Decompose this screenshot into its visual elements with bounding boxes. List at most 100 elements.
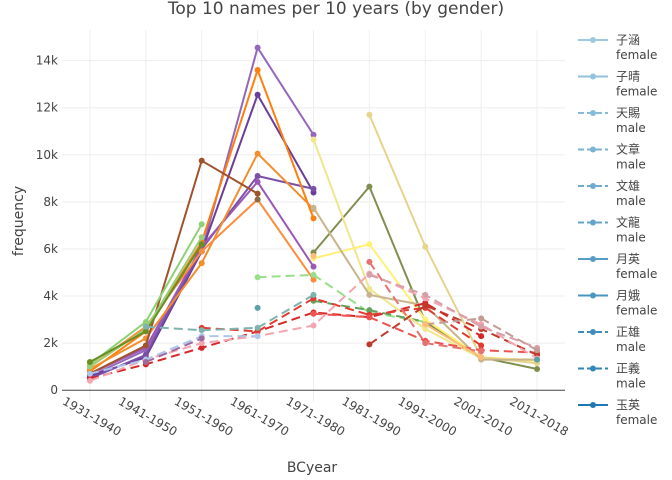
legend-group: female — [616, 413, 657, 427]
data-point — [310, 215, 317, 222]
legend-name: 月英 — [616, 252, 640, 266]
data-point — [310, 271, 317, 278]
data-point — [198, 344, 205, 351]
data-point — [310, 204, 317, 211]
x-tick-label: 1991-2000 — [395, 394, 459, 439]
legend-swatch-marker — [590, 402, 596, 408]
y-axis-ticks: 0 2k 4k 6k 8k 10k 12k 14k — [36, 54, 58, 398]
data-point — [254, 324, 261, 331]
legend[interactable]: 子涵female子晴female天賜male文章male文雄male文龍male… — [578, 33, 657, 427]
x-tick-label: 1941-1950 — [116, 394, 180, 439]
legend-group: female — [616, 304, 657, 318]
series-32 — [310, 253, 485, 361]
data-point — [534, 356, 541, 363]
data-point — [142, 328, 149, 335]
data-point — [198, 241, 205, 248]
series-line — [424, 323, 482, 359]
legend-swatch-marker — [590, 183, 596, 189]
series-line — [145, 337, 203, 363]
data-point — [86, 370, 93, 377]
y-tick-label: 8k — [43, 195, 58, 209]
data-point — [254, 172, 261, 179]
data-point — [422, 321, 429, 328]
legend-name: 天賜 — [616, 106, 640, 120]
series-line — [89, 335, 258, 375]
legend-name: 子涵 — [616, 33, 640, 47]
x-tick-label: 1951-1960 — [172, 394, 236, 439]
data-point — [478, 348, 485, 355]
y-tick-label: 2k — [43, 336, 58, 350]
data-point — [310, 276, 317, 283]
data-point — [366, 258, 373, 265]
legend-name: 文雄 — [616, 178, 640, 193]
data-point — [86, 358, 93, 365]
data-point — [478, 323, 485, 330]
series-31 — [142, 335, 205, 365]
data-point — [254, 150, 261, 157]
data-point — [310, 291, 317, 298]
x-tick-label: 2001-2010 — [451, 394, 515, 439]
x-tick-label: 1971-1980 — [284, 394, 348, 439]
legend-group: male — [616, 121, 646, 135]
legend-group: male — [616, 231, 646, 245]
legend-swatch-marker — [590, 365, 596, 372]
data-point — [310, 322, 317, 329]
series-line — [145, 294, 315, 332]
legend-name: 文章 — [616, 142, 640, 157]
data-point — [198, 335, 205, 342]
data-point — [366, 183, 373, 190]
data-point — [310, 253, 317, 260]
series-8 — [86, 157, 261, 377]
legend-swatch-marker — [590, 292, 596, 299]
series-line — [257, 273, 426, 323]
y-tick-label: 10k — [36, 148, 58, 162]
chart-title: Top 10 names per 10 years (by gender) — [167, 0, 504, 19]
data-point — [198, 248, 205, 255]
series-layer — [86, 44, 541, 384]
legend-group: female — [616, 85, 657, 99]
data-point — [534, 366, 541, 373]
legend-group: male — [616, 377, 646, 391]
series-line — [201, 297, 482, 347]
data-point — [422, 316, 429, 323]
data-point — [310, 310, 317, 317]
data-point — [366, 241, 373, 248]
legend-swatch-marker — [590, 37, 596, 43]
series-line — [89, 302, 482, 380]
legend-swatch-marker — [590, 73, 596, 80]
legend-name: 玉英 — [616, 398, 640, 412]
legend-name: 正雄 — [616, 324, 640, 339]
legend-swatch-marker — [590, 256, 596, 262]
data-point — [422, 326, 429, 333]
data-point — [366, 314, 373, 321]
legend-name: 文龍 — [616, 215, 640, 230]
data-point — [198, 327, 205, 334]
data-point — [366, 271, 373, 278]
data-point — [86, 377, 93, 384]
x-axis-ticks: 1931-19401941-19501951-19601961-19701971… — [60, 394, 571, 439]
data-point — [422, 243, 429, 250]
series-line — [89, 159, 259, 375]
legend-group: male — [616, 194, 646, 208]
legend-name: 正義 — [616, 361, 640, 376]
y-axis-title: frequency — [11, 186, 27, 256]
series-28 — [142, 291, 317, 334]
data-point — [422, 291, 429, 298]
data-point — [254, 91, 261, 98]
legend-swatch-marker — [590, 146, 596, 153]
data-point — [142, 351, 149, 358]
series-9 — [254, 196, 261, 203]
data-point — [254, 274, 261, 281]
